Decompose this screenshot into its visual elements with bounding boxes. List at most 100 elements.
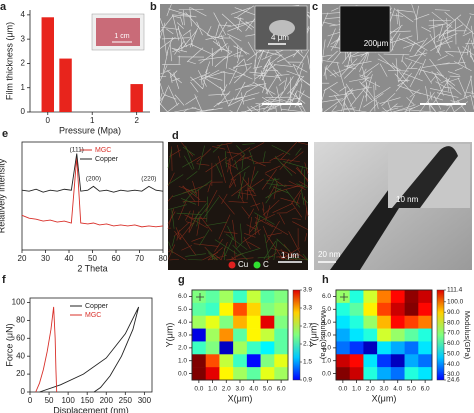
texture — [375, 99, 379, 109]
texture — [331, 7, 339, 12]
y-tick-label: 80 — [16, 315, 25, 324]
heatmap-cell — [363, 302, 378, 317]
texture — [264, 234, 270, 261]
heatmap-cell — [233, 302, 248, 317]
texture — [408, 109, 433, 113]
texture — [418, 92, 443, 101]
texture — [438, 77, 451, 96]
texture — [168, 241, 174, 254]
heatmap-cell — [233, 341, 248, 355]
colorbar-tick-label: 90.0 — [447, 309, 460, 316]
texture — [391, 14, 404, 17]
texture — [283, 161, 308, 169]
annotation: (111) — [70, 146, 84, 153]
heatmap-cell — [390, 290, 405, 304]
heatmap-cell — [205, 354, 220, 368]
x-tick-label: 6.0 — [277, 386, 286, 393]
texture — [445, 51, 454, 57]
panel-label: e — [2, 128, 8, 140]
texture — [174, 40, 185, 55]
texture — [218, 155, 226, 184]
texture — [469, 13, 474, 16]
texture — [247, 241, 260, 249]
texture — [218, 214, 231, 240]
texture — [321, 39, 326, 64]
texture — [186, 171, 198, 180]
texture — [180, 16, 184, 26]
texture — [196, 148, 212, 163]
texture — [344, 61, 361, 79]
texture — [321, 60, 340, 64]
texture — [295, 147, 302, 156]
texture — [281, 108, 305, 113]
texture — [166, 4, 172, 17]
texture — [159, 94, 166, 102]
texture — [255, 214, 258, 236]
texture — [266, 178, 280, 182]
y-tick-label: 6.0 — [322, 293, 331, 300]
texture — [321, 12, 329, 27]
texture — [429, 91, 433, 101]
y-tick-label: 4.0 — [322, 319, 331, 326]
texture — [194, 203, 207, 219]
texture — [191, 236, 205, 242]
bar — [59, 58, 72, 112]
texture — [409, 109, 411, 113]
texture — [160, 69, 171, 75]
texture — [236, 248, 261, 256]
texture — [214, 51, 233, 68]
texture — [268, 100, 280, 103]
texture — [389, 7, 396, 24]
texture — [199, 229, 210, 246]
heatmap-cell — [418, 367, 433, 381]
y-tick-label: 3 — [21, 34, 26, 43]
heatmap-cell — [349, 367, 364, 381]
texture — [299, 181, 309, 187]
texture — [321, 88, 326, 101]
texture — [269, 152, 285, 162]
texture — [206, 26, 212, 36]
heatmap-cell — [192, 315, 207, 329]
texture — [326, 68, 337, 78]
texture — [265, 194, 272, 204]
y-tick-label: 40 — [16, 351, 25, 360]
heatmap-cell — [233, 290, 248, 304]
texture — [457, 46, 467, 69]
heatmap-cell — [404, 341, 419, 355]
texture — [336, 61, 345, 88]
texture — [257, 256, 274, 259]
heatmap-cell — [349, 315, 364, 329]
texture — [373, 85, 376, 112]
heatmap-cell — [377, 315, 392, 329]
texture — [404, 104, 420, 113]
x-tick-label: 1.0 — [208, 386, 217, 393]
texture — [172, 14, 180, 41]
heatmap-cell — [246, 290, 261, 304]
texture — [401, 59, 408, 67]
texture — [254, 65, 257, 74]
texture — [259, 58, 270, 80]
texture — [225, 162, 238, 169]
texture — [205, 69, 220, 78]
texture — [182, 30, 197, 49]
texture — [457, 77, 468, 99]
texture — [159, 83, 164, 95]
texture — [166, 28, 174, 35]
texture — [169, 259, 179, 261]
texture — [172, 235, 176, 247]
texture — [360, 77, 369, 85]
texture — [436, 29, 446, 53]
x-tick-label: 0 — [46, 116, 51, 125]
texture — [234, 81, 246, 101]
heatmap-cell — [233, 367, 248, 381]
texture — [279, 257, 295, 261]
texture — [265, 87, 274, 99]
y-axis-label: Y(μm) — [308, 323, 318, 348]
texture — [347, 86, 372, 92]
y-tick-label: 5.0 — [322, 306, 331, 313]
texture — [182, 9, 185, 26]
x-axis-label: X(μm) — [372, 393, 397, 403]
texture — [425, 85, 431, 110]
texture — [195, 108, 214, 113]
y-tick-label: 5.0 — [178, 306, 187, 313]
